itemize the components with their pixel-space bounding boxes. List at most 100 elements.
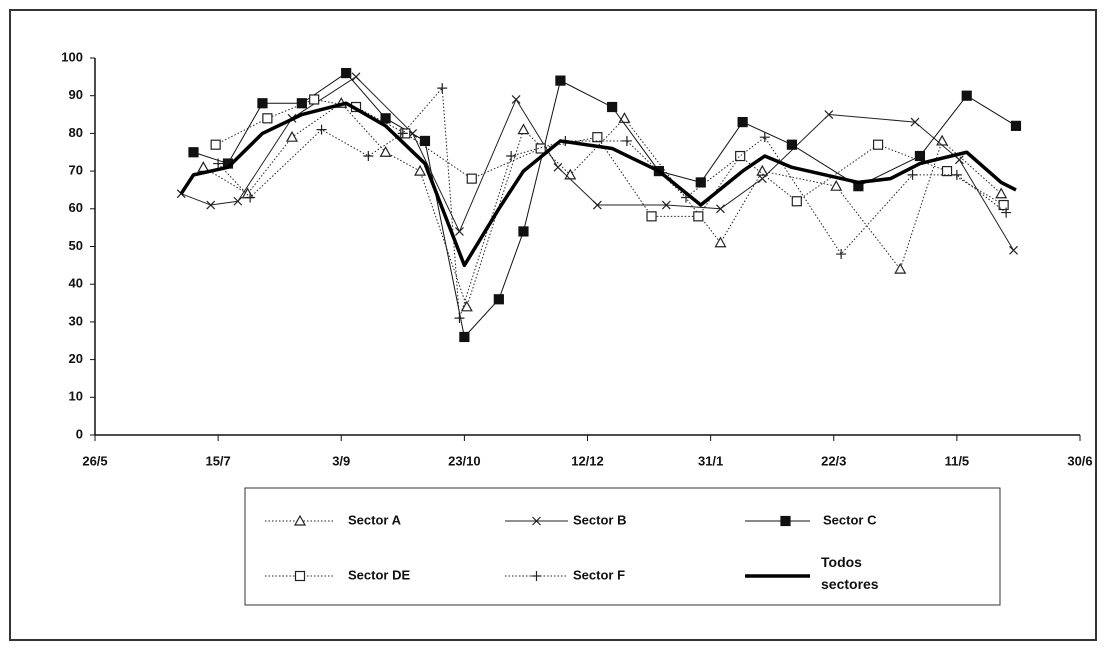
- marker: [285, 130, 299, 142]
- marker: [716, 204, 725, 214]
- x-tick-label: 26/5: [82, 453, 107, 468]
- marker: [459, 331, 470, 343]
- frame: [9, 9, 1097, 641]
- marker: [757, 174, 767, 184]
- x-tick-label: 22/3: [821, 453, 846, 468]
- legend-label: Sector C: [823, 512, 877, 527]
- y-tick-label: 80: [69, 125, 83, 140]
- marker: [257, 98, 268, 109]
- x-tick-label: 12/12: [571, 453, 604, 468]
- marker: [646, 211, 657, 222]
- y-tick-label: 90: [69, 87, 83, 102]
- y-tick-label: 100: [61, 49, 83, 64]
- marker: [1010, 120, 1022, 131]
- legend-label: Sector B: [573, 512, 626, 527]
- marker: [351, 72, 361, 82]
- marker: [245, 192, 256, 203]
- marker: [363, 151, 374, 162]
- marker: [555, 75, 566, 86]
- series-line: [215, 98, 1004, 217]
- marker: [466, 173, 477, 184]
- x-tick-label: 30/6: [1067, 453, 1092, 468]
- y-tick-label: 60: [69, 200, 83, 215]
- marker: [309, 94, 320, 105]
- marker: [564, 168, 577, 180]
- x-tick-label: 15/7: [205, 453, 230, 468]
- marker: [419, 135, 431, 147]
- x-tick-label: 3/9: [332, 453, 350, 468]
- marker: [414, 164, 427, 176]
- marker: [786, 139, 797, 150]
- marker: [894, 262, 907, 274]
- marker: [316, 124, 327, 135]
- marker: [511, 95, 521, 104]
- marker: [954, 155, 964, 165]
- legend-label: Sector DE: [348, 567, 410, 582]
- marker: [621, 135, 632, 146]
- marker: [693, 211, 704, 222]
- y-tick-label: 0: [76, 426, 83, 441]
- x-tick-label: 11/5: [945, 453, 970, 468]
- marker: [233, 196, 243, 206]
- marker: [380, 113, 391, 124]
- marker: [872, 139, 884, 150]
- marker: [618, 112, 631, 123]
- marker: [262, 113, 273, 124]
- marker: [210, 139, 221, 150]
- marker: [661, 200, 671, 210]
- marker: [824, 110, 834, 119]
- marker: [188, 147, 199, 158]
- y-tick-label: 30: [69, 313, 83, 328]
- marker: [1001, 207, 1012, 218]
- marker: [951, 169, 962, 180]
- marker: [506, 151, 517, 162]
- marker: [756, 164, 769, 176]
- marker: [910, 117, 920, 127]
- marker: [293, 514, 307, 526]
- marker: [607, 101, 618, 113]
- marker: [695, 177, 706, 188]
- marker: [197, 161, 210, 172]
- marker: [455, 226, 464, 236]
- marker: [454, 313, 465, 324]
- marker: [493, 294, 504, 305]
- marker: [714, 236, 727, 248]
- marker: [535, 143, 546, 154]
- y-tick-label: 20: [69, 351, 83, 366]
- marker: [397, 128, 408, 139]
- x-tick-label: 31/1: [698, 453, 723, 468]
- marker: [836, 249, 847, 260]
- y-tick-label: 10: [69, 389, 83, 404]
- marker: [437, 83, 448, 94]
- marker: [531, 571, 542, 581]
- marker: [517, 123, 530, 135]
- marker: [1009, 245, 1018, 255]
- marker: [735, 150, 746, 162]
- y-tick-label: 50: [69, 238, 83, 253]
- y-tick-label: 70: [69, 163, 83, 178]
- legend-label: Sector A: [348, 512, 402, 527]
- marker: [941, 166, 953, 177]
- legend-label: Sector F: [573, 567, 625, 582]
- marker: [780, 515, 791, 527]
- series-line: [179, 101, 1017, 268]
- marker: [592, 132, 603, 143]
- marker: [737, 116, 748, 128]
- marker: [379, 146, 392, 157]
- marker: [830, 179, 843, 191]
- x-tick-label: 23/10: [448, 453, 481, 468]
- marker: [532, 516, 541, 526]
- marker: [241, 187, 254, 199]
- marker: [907, 169, 918, 180]
- marker: [341, 67, 352, 79]
- marker: [791, 196, 802, 207]
- marker: [936, 134, 949, 146]
- marker: [914, 150, 926, 162]
- marker: [460, 300, 473, 312]
- marker: [206, 200, 216, 210]
- marker: [759, 132, 770, 143]
- marker: [998, 199, 1009, 211]
- y-tick-label: 40: [69, 276, 83, 291]
- marker: [213, 158, 224, 169]
